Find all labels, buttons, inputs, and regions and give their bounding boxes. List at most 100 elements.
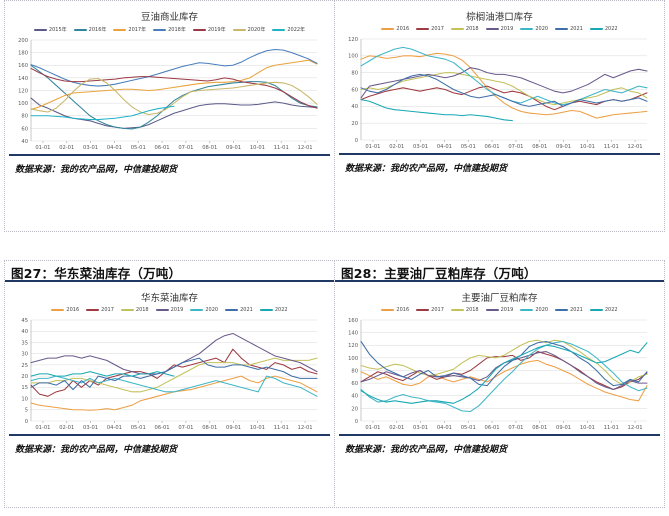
x-axis-tick-label: 03-01 [83, 145, 98, 151]
y-axis-tick-label: 35 [21, 340, 28, 346]
series-line-2016 [360, 359, 648, 402]
x-axis-tick-label: 02-01 [389, 144, 404, 150]
y-axis-tick-label: 100 [348, 54, 358, 60]
y-axis-tick-label: 80 [21, 114, 28, 120]
source-note-palm-oil: 数据来源：我的农产品网，中信建投期货 [345, 164, 508, 175]
legend-item-2020: 2020 [520, 307, 548, 313]
x-axis-tick-label: 09-01 [226, 145, 241, 151]
y-axis-tick-label: 60 [351, 381, 358, 387]
chart-plot-palm-oil: 0 20 40 60 80 100 120 01-01 02-01 03-01 04-01 05-01… [341, 35, 658, 153]
line-chart-svg: 0 20 40 60 80 100 120 140 160 01-01 02-01 03-01 04-0… [348, 318, 648, 431]
legend-label: 2018 [135, 307, 149, 313]
legend-swatch-icon [416, 309, 430, 311]
y-axis-tick-label: 5 [25, 408, 28, 414]
legend-item-2017: 2017 [416, 26, 444, 32]
x-axis-tick-label: 09-01 [556, 425, 571, 431]
x-axis-tick-label: 11-01 [604, 425, 619, 431]
legend-item-2022: 2022 [589, 26, 618, 32]
chart-legend-soybean-meal: 2016 2017 2018 2019 2020 2021 2022 [341, 307, 658, 313]
legend-item-2017: 2017 [416, 307, 444, 313]
y-axis-tick-label: 20 [21, 374, 28, 380]
x-axis-tick-label: 05-01 [131, 145, 146, 151]
legend-swatch-icon [232, 28, 246, 31]
series-line-2022 [30, 371, 175, 377]
legend-swatch-icon [485, 309, 499, 311]
legend-item-2020年: 2020年 [232, 26, 266, 33]
legend-label: 2021 [570, 26, 583, 32]
x-axis-tick-label: 07-01 [508, 144, 523, 150]
y-axis-tick-label: 60 [21, 126, 28, 132]
legend-item-2021: 2021 [225, 307, 253, 313]
legend-item-2018: 2018 [120, 307, 149, 313]
x-axis-tick-label: 11-01 [274, 425, 289, 431]
series-line-2017年 [30, 59, 318, 110]
line-chart-svg: 40 60 80 100 120 140 160 180 200 01-01 02-01 03-01 0… [18, 38, 318, 151]
x-axis-tick-label: 05-01 [461, 425, 476, 431]
y-axis-tick-label: 0 [355, 419, 358, 425]
legend-item-2016: 2016 [381, 307, 409, 313]
source-note-soybean-oil: 数据来源：我的农产品网，中信建投期货 [15, 165, 178, 176]
x-axis-tick-label: 07-01 [508, 425, 523, 431]
x-axis-tick-label: 05-01 [131, 425, 146, 431]
chart-legend-palm-oil: 2016 2017 2018 2019 2020 2021 2022 [341, 26, 658, 32]
legend-swatch-icon [589, 28, 603, 30]
series-line-2017 [30, 348, 318, 397]
chart-legend-soybean-oil: 2015年 2016年 2017年 2018年 2019年 2020年 2022年 [11, 26, 328, 33]
legend-item-2018: 2018 [450, 26, 479, 32]
legend-label: 2017 [431, 307, 444, 313]
legend-label: 2021 [570, 307, 583, 313]
x-axis-tick-label: 12-01 [628, 425, 643, 431]
line-chart-svg: 0 5 10 15 20 25 30 35 40 45 01-01 02-01 03-01 04-01 05… [21, 318, 318, 431]
panel-rapeseed-oil: 图27：华东菜油库存（万吨） 华东菜油库存 2016 2017 2018 2019 20… [4, 260, 335, 508]
legend-label: 2019 [500, 307, 514, 313]
report-row-bottom: 图27：华东菜油库存（万吨） 华东菜油库存 2016 2017 2018 2019 20… [0, 260, 669, 508]
legend-label: 2020年 [247, 27, 266, 33]
y-axis-tick-label: 180 [18, 51, 28, 57]
x-axis-tick-label: 07-01 [178, 425, 193, 431]
legend-swatch-icon [120, 309, 134, 311]
legend-label: 2022 [274, 307, 288, 313]
legend-label: 2018 [465, 307, 479, 313]
series-line-2021 [30, 357, 318, 391]
legend-label: 2017年 [128, 27, 147, 33]
y-axis-tick-label: 100 [18, 101, 28, 107]
chart-container-rapeseed-oil: 华东菜油库存 2016 2017 2018 2019 2020 2021 2022 0 5 10… [5, 282, 334, 434]
chart-title-soybean-oil: 豆油商业库存 [140, 12, 198, 23]
panel-divider-rule [9, 434, 330, 437]
series-line-2019 [360, 67, 648, 99]
legend-item-2019: 2019 [485, 307, 514, 313]
y-axis-tick-label: 160 [18, 63, 28, 69]
series-line-2016年 [30, 64, 318, 130]
legend-swatch-icon [589, 309, 603, 311]
x-axis-tick-label: 12-01 [298, 145, 313, 151]
legend-label: 2016年 [88, 27, 107, 33]
x-axis-tick-label: 10-01 [580, 425, 595, 431]
chart-plot-soybean-oil: 40 60 80 100 120 140 160 180 200 01-01 02-01 03-01 0… [11, 36, 328, 154]
y-axis-tick-label: 80 [351, 71, 358, 77]
x-axis-tick-label: 04-01 [437, 144, 452, 150]
legend-label: 2020 [535, 26, 549, 32]
legend-swatch-icon [225, 309, 239, 311]
x-axis-tick-label: 10-01 [580, 144, 595, 150]
y-axis-tick-label: 15 [21, 385, 28, 391]
series-line-2020 [30, 375, 318, 397]
y-axis-tick-label: 120 [18, 88, 28, 94]
series-line-2017 [360, 351, 648, 390]
x-axis-tick-label: 01-01 [365, 144, 380, 150]
x-axis-tick-label: 12-01 [628, 144, 643, 150]
panel-palm-oil: 棕榈油港口库存 2016 2017 2018 2019 2020 2021 2022 0 20… [334, 0, 665, 232]
chart-title-palm-oil: 棕榈油港口库存 [466, 12, 533, 23]
y-axis-tick-label: 120 [348, 37, 358, 43]
x-axis-tick-label: 06-01 [155, 145, 170, 151]
x-axis-tick-label: 09-01 [226, 425, 241, 431]
legend-item-2019: 2019 [485, 26, 513, 32]
legend-label: 2017 [101, 307, 114, 313]
legend-label: 2016 [396, 307, 410, 313]
y-axis-tick-label: 20 [351, 121, 358, 127]
x-axis-tick-label: 05-01 [461, 144, 476, 150]
legend-swatch-icon [155, 309, 169, 311]
legend-swatch-icon [450, 309, 464, 311]
y-axis-tick-label: 160 [348, 318, 358, 324]
x-axis-tick-label: 08-01 [202, 425, 217, 431]
x-axis-tick-label: 02-01 [59, 425, 74, 431]
